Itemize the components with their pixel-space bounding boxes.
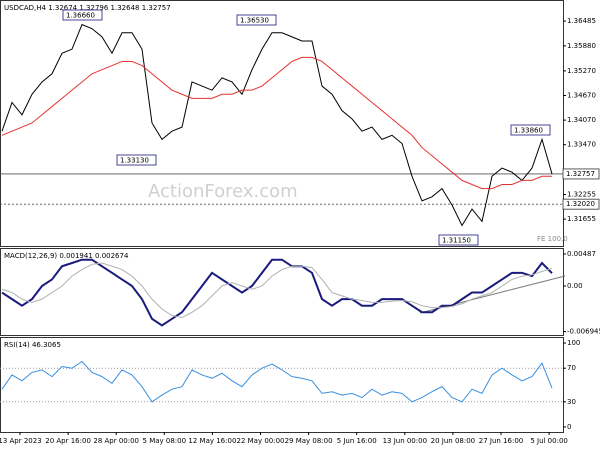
price-panel [0, 0, 564, 247]
y-tick-label: 70 [567, 364, 576, 372]
rsi-title: RSI(14) 46.3065 [4, 341, 61, 349]
price-label-box [562, 168, 600, 180]
annotation: 1.33860 [514, 127, 543, 135]
price-label-box [562, 198, 600, 210]
series-line [1, 262, 553, 319]
y-tick-label: 1.34070 [567, 116, 596, 124]
y-tick-label: 0.00487 [567, 250, 596, 258]
y-tick-label: 1.35270 [567, 67, 596, 75]
annotation: 1.33130 [120, 157, 149, 165]
annotations: 1.36660 1.36530 1.33130 1.33860 1.31150 … [62, 9, 568, 246]
annotation-box [438, 234, 479, 246]
annotation-box [236, 14, 277, 26]
x-tick-label: 29 May 08:00 [285, 437, 333, 445]
y-tick-label: 1.35880 [567, 42, 596, 50]
trend-line [419, 275, 566, 314]
y-tick-label: 100 [567, 339, 580, 347]
y-tick-label: 1.32255 [567, 191, 596, 199]
series-line [1, 360, 553, 403]
macd-panel [0, 248, 564, 336]
x-tick-label: 13 Jun 00:00 [383, 437, 427, 445]
y-tick-label: 1.34670 [567, 91, 596, 99]
price-label: 1.32757 [566, 170, 595, 178]
y-tick-label: 30 [567, 398, 576, 406]
macd-title: MACD(12,26,9) 0.001941 0.002674 [4, 252, 129, 260]
x-tick-label: 5 Jun 16:00 [337, 437, 377, 445]
annotation-box [116, 154, 157, 166]
annotation: 1.36660 [66, 12, 95, 20]
series-line [1, 23, 553, 227]
y-tick-label: 0 [567, 423, 571, 431]
rsi-panel [0, 337, 564, 433]
annotation: FE 100.0 [537, 235, 568, 243]
x-tick-label: 28 Apr 00:00 [93, 437, 139, 445]
y-tick-label: 0.00 [567, 282, 583, 290]
x-tick-label: 27 Jun 16:00 [479, 437, 523, 445]
y-tick-label: 1.31655 [567, 215, 596, 223]
x-tick-label: 12 May 16:00 [188, 437, 236, 445]
series-line [1, 258, 553, 327]
y-tick-label: 1.36485 [567, 17, 596, 25]
x-tick-label: 20 Apr 16:00 [45, 437, 91, 445]
series-line [1, 56, 552, 190]
x-tick-label: 5 May 08:00 [143, 437, 187, 445]
annotation-box [510, 124, 551, 136]
price-label: 1.32020 [566, 200, 595, 208]
x-tick-label: 5 Jul 00:00 [530, 437, 568, 445]
x-tick-label: 13 Apr 2023 [0, 437, 42, 445]
watermark: ActionForex.com [148, 181, 298, 202]
price-title: USDCAD,H4 1.32674 1.32796 1.32648 1.3275… [4, 4, 171, 12]
annotation-box [62, 9, 103, 21]
annotation: 1.36530 [240, 17, 269, 25]
annotation: 1.31150 [442, 237, 471, 245]
y-tick-label: -0.006945 [567, 328, 600, 336]
y-tick-label: 1.33470 [567, 141, 596, 149]
x-tick-label: 20 Jun 08:00 [431, 437, 475, 445]
x-tick-label: 22 May 00:00 [236, 437, 284, 445]
